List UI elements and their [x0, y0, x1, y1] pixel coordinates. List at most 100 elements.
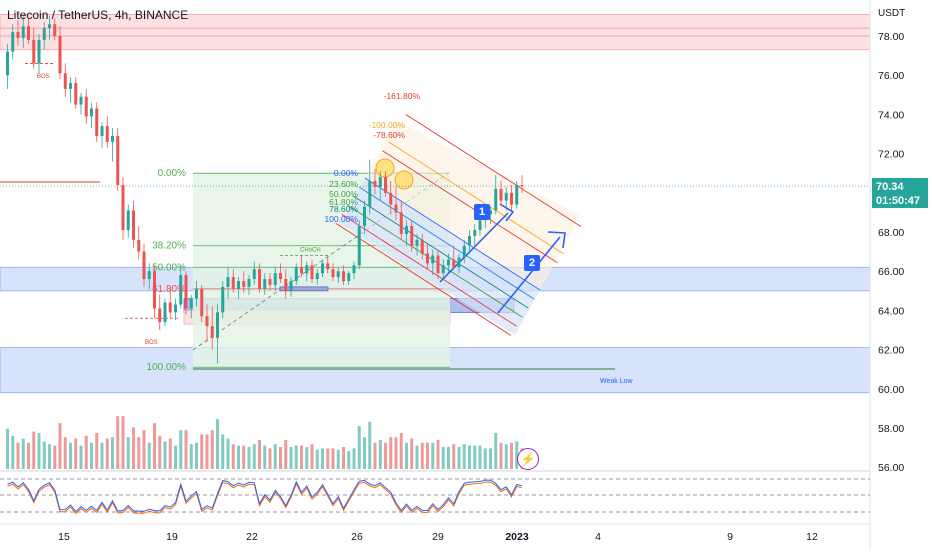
- candle-body: [352, 265, 356, 274]
- candle-body: [53, 24, 57, 36]
- candle-body: [294, 267, 298, 281]
- choch-label: CHoCH: [300, 248, 321, 254]
- candle-body: [69, 83, 72, 89]
- candle-body: [468, 235, 471, 246]
- candle-body: [252, 269, 256, 280]
- fib-channel-ext-fill: [365, 120, 580, 290]
- candle-body: [336, 271, 340, 278]
- volume-bar: [331, 448, 335, 469]
- fib-channel-label: -78.60%: [373, 130, 405, 140]
- volume-bar: [221, 434, 225, 469]
- fib-channel-label: 50.00%: [329, 189, 358, 199]
- wave-label-2: 2: [524, 255, 540, 271]
- y-tick-label: 58.00: [878, 423, 904, 435]
- candle-body: [515, 184, 519, 205]
- fib-level-label: 100.00%: [147, 362, 187, 373]
- volume-bar: [394, 437, 398, 469]
- volume-bar: [363, 437, 366, 469]
- x-tick-label: 9: [727, 531, 733, 543]
- x-tick-label: 2023: [505, 531, 529, 543]
- volume-bar: [405, 442, 408, 469]
- volume-bar: [153, 423, 156, 469]
- candle-body: [384, 177, 387, 193]
- fib-level-label: 61.80%: [152, 284, 186, 295]
- volume-bar: [415, 445, 419, 469]
- x-tick-label: 26: [351, 531, 363, 543]
- candle-body: [258, 269, 261, 289]
- candle-body: [205, 316, 209, 327]
- fib-channel-label: 23.60%: [329, 179, 358, 189]
- volume-bar: [121, 416, 125, 469]
- y-tick-label: 72.00: [878, 149, 904, 161]
- last-price-value: 70.34: [876, 181, 904, 193]
- candle-body: [489, 210, 492, 215]
- y-tick-label: 78.00: [878, 31, 904, 43]
- fib-channel-label: 61.80%: [329, 197, 358, 207]
- volume-bar: [373, 442, 377, 469]
- candle-body: [153, 271, 156, 309]
- candle-body: [284, 279, 288, 291]
- lightning-bolt-icon[interactable]: ⚡: [517, 448, 539, 470]
- volume-bar: [195, 442, 198, 469]
- volume-bar: [347, 451, 351, 469]
- candle-body: [100, 126, 104, 136]
- fib-channel-line: [341, 213, 517, 327]
- volume-bar: [321, 448, 324, 469]
- volume-bar: [32, 431, 36, 469]
- candle-body: [478, 220, 482, 231]
- candle-body: [121, 184, 125, 231]
- volume-bar: [142, 430, 146, 469]
- candle-body: [48, 24, 51, 29]
- volume-bar: [452, 444, 456, 469]
- candle-body: [399, 212, 403, 234]
- volume-bar: [210, 430, 214, 469]
- candle-body: [357, 226, 361, 266]
- volume-bar: [105, 438, 109, 469]
- volume-bar: [163, 441, 167, 469]
- fib-channel-line: [382, 150, 558, 264]
- volume-bar: [168, 438, 172, 469]
- candle-body: [132, 210, 135, 240]
- volume-bar: [69, 442, 72, 469]
- volume-bar: [510, 442, 513, 469]
- candle-body: [289, 281, 293, 291]
- volume-bar: [489, 448, 492, 469]
- wave-arrow-2-head: [547, 231, 566, 249]
- bar-countdown: 01:50:47: [876, 195, 921, 207]
- volume-bar: [389, 437, 393, 469]
- volume-bar: [147, 442, 151, 469]
- y-tick-label: 66.00: [878, 266, 904, 278]
- fib-level-label: 0.00%: [158, 168, 186, 179]
- volume-bar: [268, 448, 272, 469]
- x-tick-label: 4: [595, 531, 601, 543]
- candle-body: [462, 245, 466, 258]
- volume-bar: [384, 442, 387, 469]
- wave-label-1: 1: [474, 204, 490, 220]
- volume-bar: [27, 442, 30, 469]
- candle-body: [426, 253, 429, 264]
- volume-bar: [258, 440, 261, 469]
- candle-body: [174, 304, 177, 313]
- volume-bar: [184, 430, 188, 469]
- volume-bar: [336, 449, 340, 469]
- volume-bar: [342, 447, 345, 469]
- stoch-k-line: [7, 479, 523, 513]
- volume-bar: [132, 427, 135, 469]
- candle-body: [142, 251, 146, 280]
- candle-body: [6, 51, 9, 76]
- currency-label: USDT: [878, 8, 905, 19]
- candle-body: [342, 271, 345, 281]
- zone-resistance-0: [0, 14, 871, 51]
- volume-bar: [63, 437, 67, 469]
- candle-body: [95, 108, 99, 136]
- candle-body: [58, 36, 62, 74]
- fib-channel-line: [364, 177, 541, 291]
- candle-body: [473, 230, 477, 236]
- candle-body: [32, 39, 36, 64]
- candle-body: [137, 239, 141, 252]
- last-price-badge: 70.34 01:50:47: [872, 178, 928, 208]
- volume-bar: [174, 445, 177, 469]
- candle-body: [37, 39, 41, 64]
